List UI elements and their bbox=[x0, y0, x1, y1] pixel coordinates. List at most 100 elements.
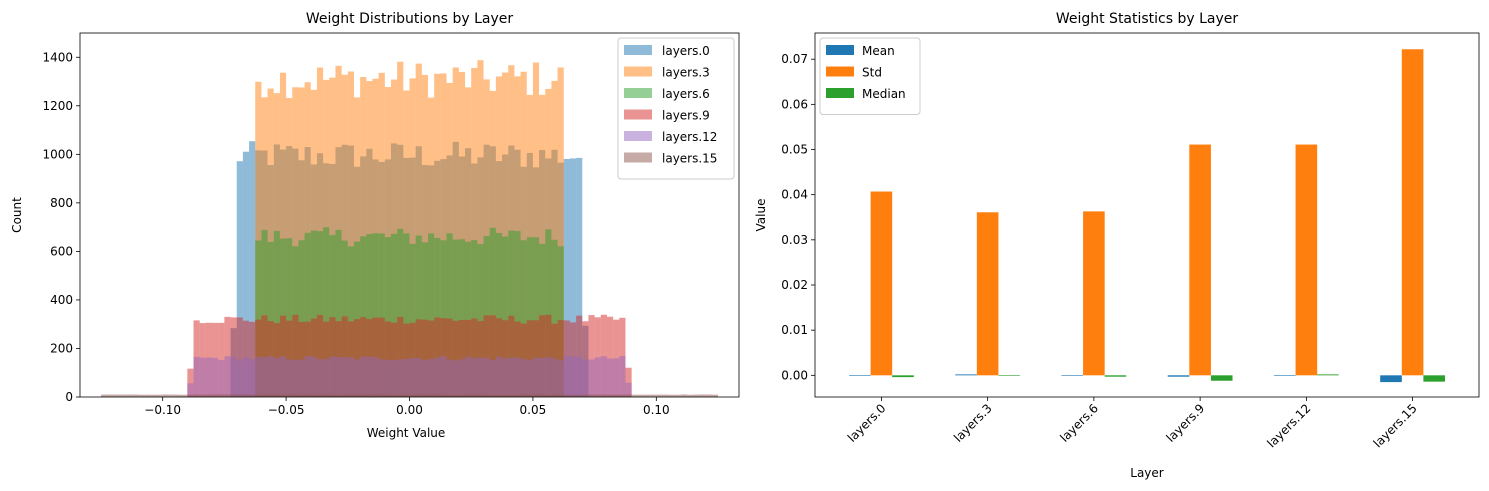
histogram-bin bbox=[205, 357, 213, 397]
histogram-bin bbox=[514, 357, 521, 397]
histogram-bin bbox=[212, 357, 219, 397]
bar-median bbox=[892, 375, 914, 378]
histogram-bin bbox=[625, 394, 632, 397]
histogram-bin bbox=[563, 158, 570, 397]
bar-std bbox=[870, 191, 893, 376]
histogram-bin bbox=[471, 67, 478, 397]
legend-swatch bbox=[624, 131, 652, 141]
legend-label: Std bbox=[862, 66, 882, 80]
bar-group-layers.12 bbox=[1273, 144, 1339, 376]
histogram-bin bbox=[403, 358, 410, 397]
histogram-bin bbox=[452, 394, 459, 397]
histogram-bin bbox=[255, 81, 262, 397]
histogram-bin bbox=[409, 358, 416, 397]
histogram-bin bbox=[212, 394, 219, 397]
histogram-bin bbox=[236, 394, 243, 397]
y-tick-label: 1200 bbox=[42, 99, 73, 113]
histogram-bin bbox=[261, 357, 268, 397]
bar-group-layers.15 bbox=[1380, 49, 1445, 383]
y-tick-label: 200 bbox=[50, 341, 73, 355]
histogram-bin bbox=[606, 358, 614, 397]
histogram-bin bbox=[366, 234, 373, 397]
histogram-bin bbox=[458, 359, 466, 397]
histogram-bin bbox=[199, 357, 206, 397]
histogram-bin bbox=[631, 394, 638, 397]
histogram-bin bbox=[532, 237, 540, 397]
y-tick-label: 0.00 bbox=[781, 368, 808, 382]
histogram-bin bbox=[335, 394, 342, 397]
histogram-bin bbox=[471, 358, 478, 397]
y-tick-label: 0.01 bbox=[781, 323, 808, 337]
bar-std bbox=[1189, 144, 1211, 376]
bar-mean bbox=[1061, 375, 1084, 376]
histogram-bin bbox=[643, 394, 651, 397]
histogram-bin bbox=[576, 315, 583, 397]
y-tick-label: 1000 bbox=[42, 147, 73, 161]
histogram-bin bbox=[298, 359, 305, 397]
histogram-bin bbox=[668, 394, 675, 397]
histogram-bin bbox=[397, 359, 404, 397]
x-tick-label: 0.05 bbox=[520, 403, 547, 417]
bar-group-layers.6 bbox=[1061, 211, 1127, 377]
legend-label: layers.3 bbox=[662, 66, 710, 80]
legend-swatch bbox=[624, 88, 652, 98]
x-tick-label: −0.10 bbox=[144, 403, 181, 417]
histogram-bin bbox=[415, 394, 422, 397]
y-tick-label: 0.07 bbox=[781, 52, 808, 66]
legend-swatch bbox=[826, 88, 854, 98]
histogram-bin bbox=[477, 60, 484, 397]
histogram-bin bbox=[502, 358, 509, 397]
x-tick-label: 0.00 bbox=[396, 403, 423, 417]
histogram-bin bbox=[230, 394, 237, 397]
bar-median bbox=[1104, 375, 1127, 377]
histogram-bin bbox=[508, 315, 515, 397]
histogram-bin bbox=[613, 358, 620, 397]
histogram-bin bbox=[267, 356, 274, 397]
histogram-bin bbox=[606, 316, 614, 397]
histogram-bin bbox=[372, 394, 379, 397]
histogram-bin bbox=[397, 228, 404, 397]
histogram-bin bbox=[341, 316, 348, 397]
legend-label: Mean bbox=[862, 44, 895, 58]
histogram-bin bbox=[372, 356, 379, 397]
bar-mean bbox=[849, 375, 871, 376]
histogram-bin bbox=[557, 67, 564, 397]
y-axis-label: Value bbox=[754, 199, 768, 232]
histogram-bin bbox=[489, 227, 496, 397]
histogram-bin bbox=[576, 394, 583, 397]
histogram-bin bbox=[520, 394, 527, 397]
histogram-bin bbox=[273, 230, 280, 397]
histogram-bin bbox=[465, 241, 472, 397]
bar-mean bbox=[955, 374, 977, 376]
y-tick-label: 600 bbox=[50, 244, 73, 258]
histogram-bin bbox=[693, 394, 700, 397]
histogram-bin bbox=[477, 394, 484, 397]
histogram-bin bbox=[465, 394, 472, 397]
y-axis-ticks: 0.00 0.01 0.02 0.03 0.04 0.05 0.06 0.07 bbox=[781, 52, 815, 382]
histogram-bin bbox=[452, 360, 459, 397]
x-axis-label: Weight Value bbox=[367, 426, 446, 440]
histogram-bin bbox=[705, 394, 712, 397]
histogram-bin bbox=[279, 356, 287, 397]
histogram-bin bbox=[600, 314, 607, 397]
histogram-bin bbox=[711, 394, 719, 397]
histogram-bin bbox=[674, 394, 681, 397]
histogram-bin bbox=[637, 394, 644, 397]
histogram-bin bbox=[446, 318, 453, 397]
histogram-bin bbox=[545, 356, 552, 397]
histogram-bin bbox=[415, 358, 422, 397]
histogram-bin bbox=[551, 358, 558, 397]
histogram-bin bbox=[360, 394, 367, 397]
histogram-bin bbox=[181, 394, 188, 397]
histogram-bin bbox=[477, 357, 484, 397]
histogram-bin bbox=[162, 394, 169, 397]
histogram-bin bbox=[625, 382, 632, 397]
histogram-bin bbox=[249, 394, 256, 397]
histogram-bin bbox=[428, 233, 435, 397]
histogram-bin bbox=[125, 394, 132, 397]
legend-label: layers.15 bbox=[662, 152, 717, 166]
histogram-bin bbox=[316, 231, 324, 397]
histogram-bin bbox=[199, 394, 206, 397]
histogram-bin bbox=[650, 394, 657, 397]
histogram-bin bbox=[384, 321, 391, 397]
